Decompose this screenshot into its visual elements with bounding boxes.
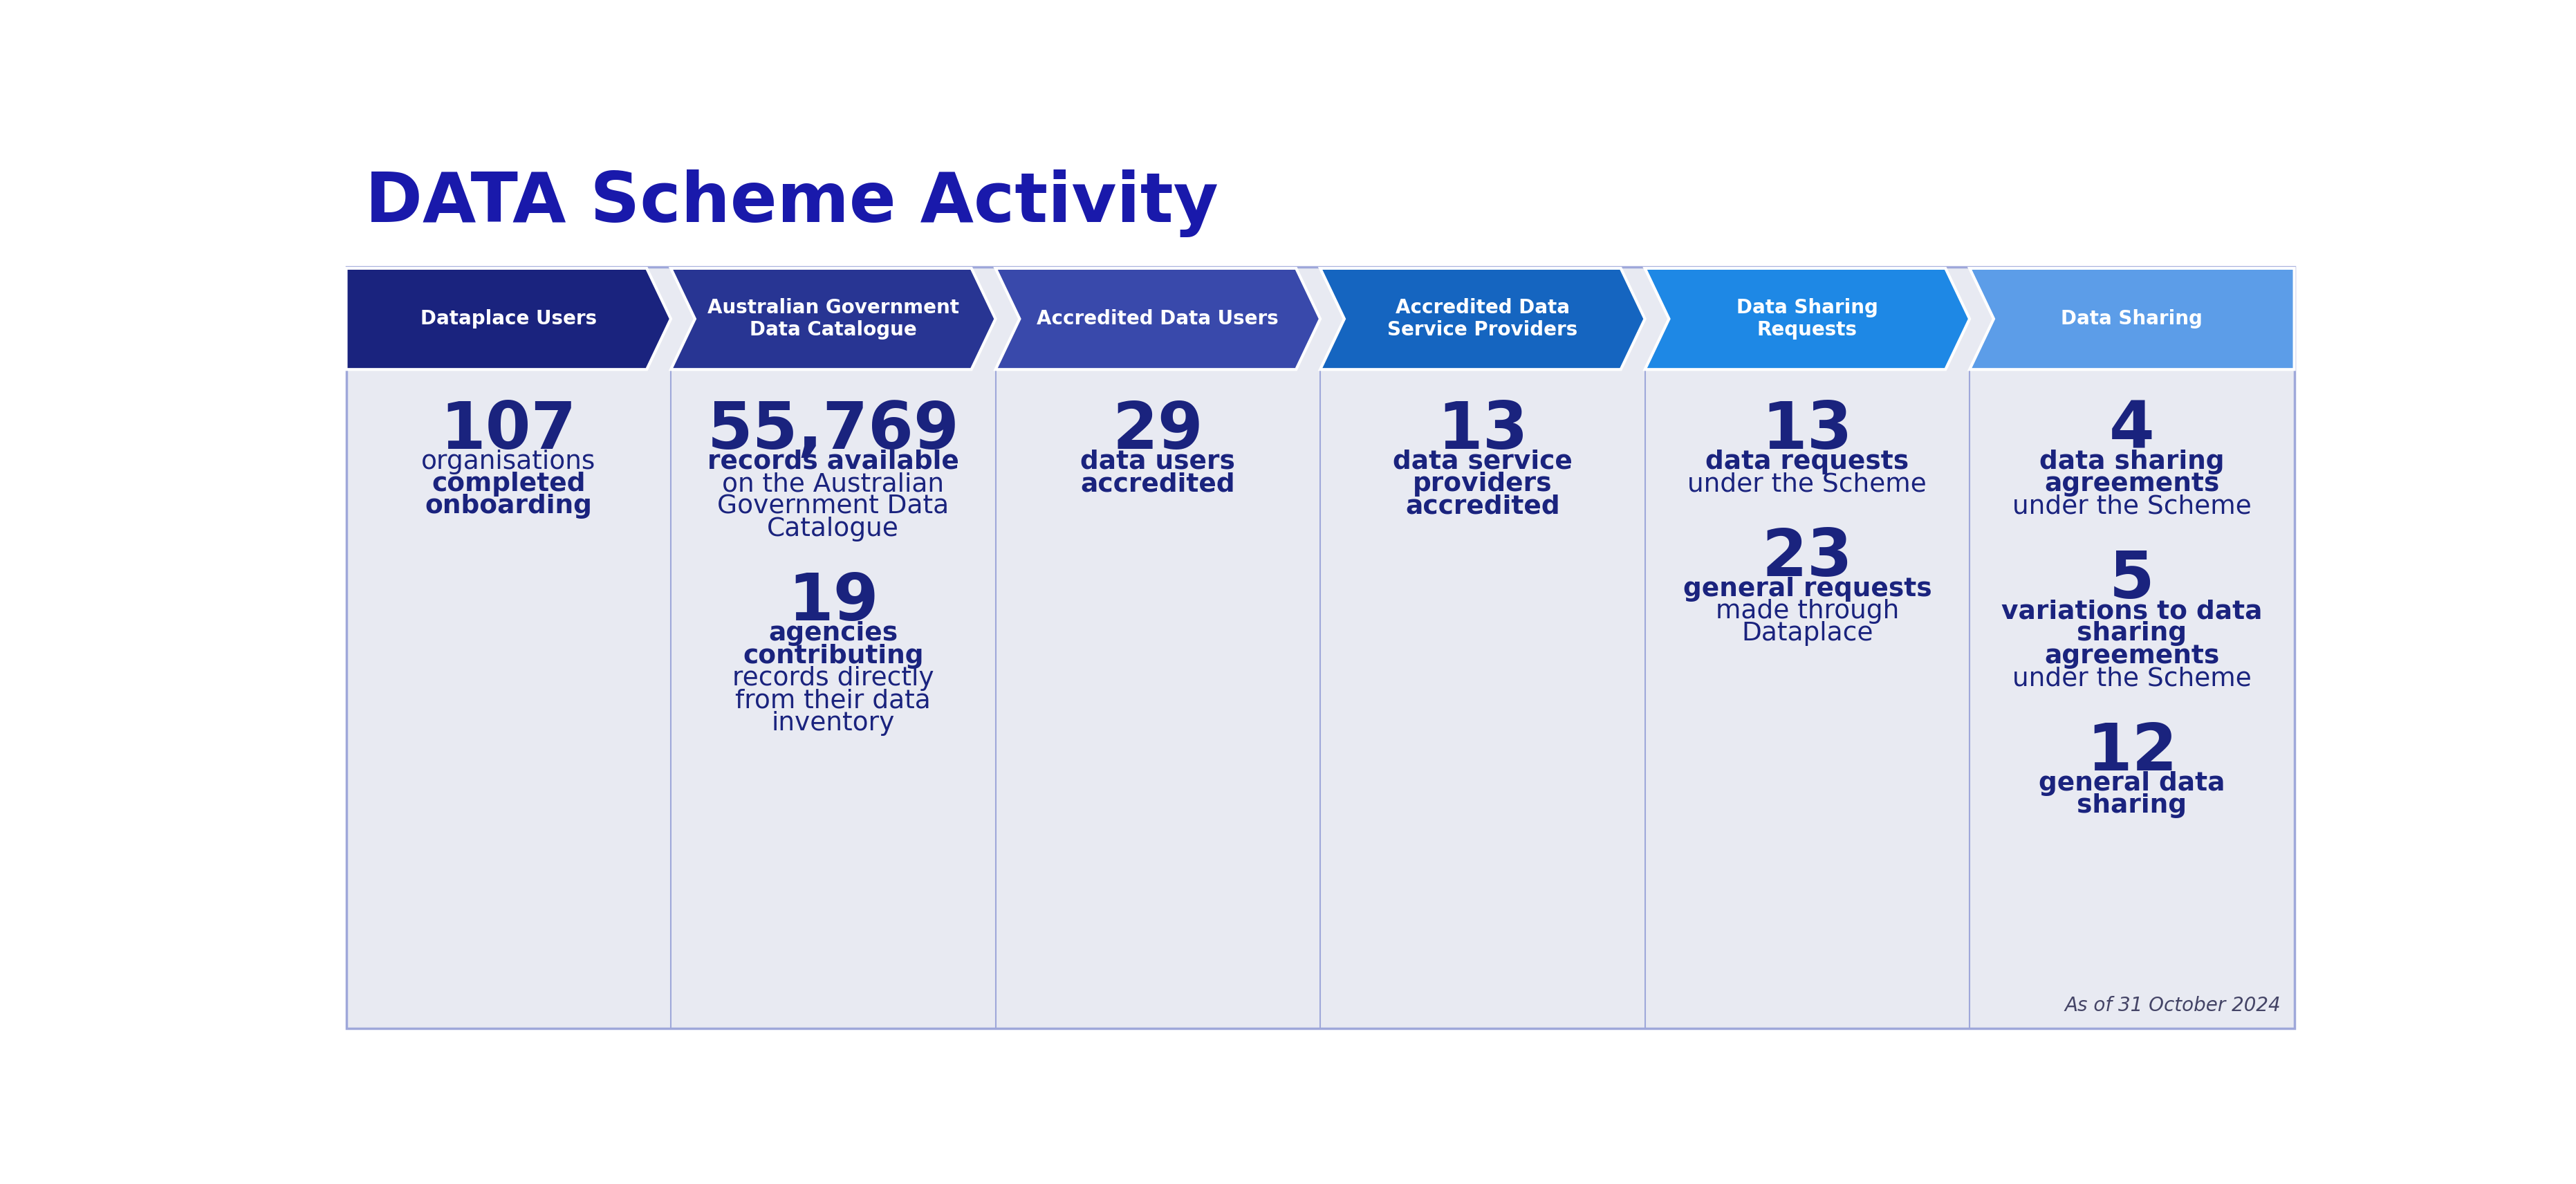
Text: onboarding: onboarding — [425, 494, 592, 519]
Text: data users: data users — [1079, 450, 1236, 475]
Text: under the Scheme: under the Scheme — [2012, 494, 2251, 519]
FancyBboxPatch shape — [345, 268, 2295, 1029]
Text: records available: records available — [708, 450, 958, 475]
Text: agencies: agencies — [768, 622, 899, 646]
Text: 29: 29 — [1113, 399, 1203, 463]
Text: agreements: agreements — [2045, 644, 2221, 669]
Text: made through: made through — [1716, 599, 1899, 624]
Text: Data Sharing
Requests: Data Sharing Requests — [1736, 298, 1878, 340]
Polygon shape — [994, 269, 1319, 369]
Text: sharing: sharing — [2076, 793, 2187, 818]
Text: 13: 13 — [1437, 399, 1528, 463]
Text: Accredited Data
Service Providers: Accredited Data Service Providers — [1388, 298, 1577, 340]
Text: sharing: sharing — [2076, 622, 2187, 646]
Text: Accredited Data Users: Accredited Data Users — [1038, 309, 1278, 329]
Text: on the Australian: on the Australian — [721, 471, 945, 496]
Text: 5: 5 — [2110, 548, 2154, 612]
Text: variations to data: variations to data — [2002, 599, 2262, 624]
Text: from their data: from their data — [734, 688, 930, 713]
Text: under the Scheme: under the Scheme — [2012, 667, 2251, 691]
Text: Dataplace: Dataplace — [1741, 622, 1873, 646]
Text: 107: 107 — [440, 399, 577, 463]
Text: 4: 4 — [2110, 399, 2154, 463]
Text: general data: general data — [2038, 771, 2226, 796]
Polygon shape — [1971, 269, 2295, 369]
Text: inventory: inventory — [770, 710, 894, 735]
Text: general requests: general requests — [1682, 577, 1932, 601]
Text: 19: 19 — [788, 571, 878, 635]
Polygon shape — [345, 269, 670, 369]
Text: providers: providers — [1412, 471, 1553, 496]
Text: 55,769: 55,769 — [706, 399, 958, 463]
Text: DATA Scheme Activity: DATA Scheme Activity — [366, 169, 1218, 237]
Text: accredited: accredited — [1079, 471, 1234, 496]
Text: Government Data: Government Data — [716, 494, 948, 519]
Polygon shape — [1319, 269, 1646, 369]
Text: organisations: organisations — [422, 450, 595, 475]
Text: data service: data service — [1394, 450, 1571, 475]
Text: As of 31 October 2024: As of 31 October 2024 — [2066, 996, 2280, 1016]
Text: accredited: accredited — [1406, 494, 1561, 519]
Text: contributing: contributing — [742, 644, 925, 669]
Text: Dataplace Users: Dataplace Users — [420, 309, 598, 329]
Text: completed: completed — [433, 471, 585, 496]
Text: under the Scheme: under the Scheme — [1687, 471, 1927, 496]
Text: Data Sharing: Data Sharing — [2061, 309, 2202, 329]
Text: data requests: data requests — [1705, 450, 1909, 475]
Text: data sharing: data sharing — [2040, 450, 2226, 475]
Polygon shape — [1646, 269, 1971, 369]
Text: 13: 13 — [1762, 399, 1852, 463]
Text: agreements: agreements — [2045, 471, 2221, 496]
Text: 23: 23 — [1762, 526, 1852, 590]
Text: Catalogue: Catalogue — [768, 516, 899, 541]
Polygon shape — [670, 269, 994, 369]
Text: Australian Government
Data Catalogue: Australian Government Data Catalogue — [708, 298, 958, 340]
Text: records directly: records directly — [732, 667, 935, 691]
Text: 12: 12 — [2087, 720, 2177, 784]
